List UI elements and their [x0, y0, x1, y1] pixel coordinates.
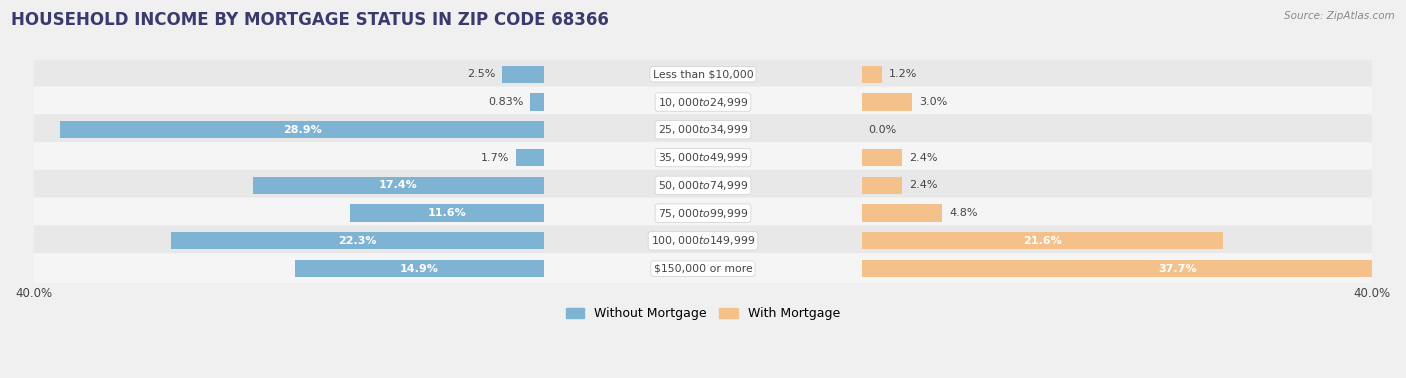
Bar	[295, 260, 544, 277]
Text: 1.2%: 1.2%	[889, 69, 917, 79]
Bar	[862, 177, 903, 194]
Bar	[862, 93, 912, 111]
Bar	[862, 66, 882, 83]
FancyBboxPatch shape	[22, 198, 1384, 229]
Bar	[862, 149, 903, 166]
Text: Source: ZipAtlas.com: Source: ZipAtlas.com	[1284, 11, 1395, 21]
Text: 28.9%: 28.9%	[283, 125, 322, 135]
Bar	[60, 121, 544, 138]
FancyBboxPatch shape	[22, 170, 1384, 201]
Text: 0.83%: 0.83%	[488, 97, 523, 107]
Text: 4.8%: 4.8%	[949, 208, 977, 218]
Bar	[862, 260, 1406, 277]
Bar	[530, 93, 544, 111]
Text: 14.9%: 14.9%	[399, 263, 439, 274]
Bar	[350, 204, 544, 222]
Text: 11.6%: 11.6%	[427, 208, 467, 218]
Bar	[516, 149, 544, 166]
Text: Less than $10,000: Less than $10,000	[652, 69, 754, 79]
FancyBboxPatch shape	[22, 142, 1384, 173]
Bar	[502, 66, 544, 83]
FancyBboxPatch shape	[22, 253, 1384, 284]
Bar	[862, 204, 942, 222]
Legend: Without Mortgage, With Mortgage: Without Mortgage, With Mortgage	[561, 302, 845, 325]
Text: 17.4%: 17.4%	[380, 180, 418, 191]
FancyBboxPatch shape	[22, 225, 1384, 256]
Text: 1.7%: 1.7%	[481, 153, 509, 163]
FancyBboxPatch shape	[22, 59, 1384, 90]
Text: $35,000 to $49,999: $35,000 to $49,999	[658, 151, 748, 164]
Text: 0.0%: 0.0%	[869, 125, 897, 135]
Text: 37.7%: 37.7%	[1159, 263, 1197, 274]
FancyBboxPatch shape	[22, 87, 1384, 118]
Text: $25,000 to $34,999: $25,000 to $34,999	[658, 123, 748, 136]
Bar	[253, 177, 544, 194]
Text: $75,000 to $99,999: $75,000 to $99,999	[658, 207, 748, 220]
Text: 2.5%: 2.5%	[467, 69, 495, 79]
FancyBboxPatch shape	[22, 114, 1384, 146]
Bar	[862, 232, 1223, 249]
Text: HOUSEHOLD INCOME BY MORTGAGE STATUS IN ZIP CODE 68366: HOUSEHOLD INCOME BY MORTGAGE STATUS IN Z…	[11, 11, 609, 29]
Text: $50,000 to $74,999: $50,000 to $74,999	[658, 179, 748, 192]
Text: 2.4%: 2.4%	[908, 153, 938, 163]
Text: $100,000 to $149,999: $100,000 to $149,999	[651, 234, 755, 247]
Text: $10,000 to $24,999: $10,000 to $24,999	[658, 96, 748, 108]
Text: 2.4%: 2.4%	[908, 180, 938, 191]
Text: 22.3%: 22.3%	[339, 236, 377, 246]
Text: $150,000 or more: $150,000 or more	[654, 263, 752, 274]
Text: 3.0%: 3.0%	[920, 97, 948, 107]
Text: 21.6%: 21.6%	[1024, 236, 1062, 246]
Bar	[170, 232, 544, 249]
